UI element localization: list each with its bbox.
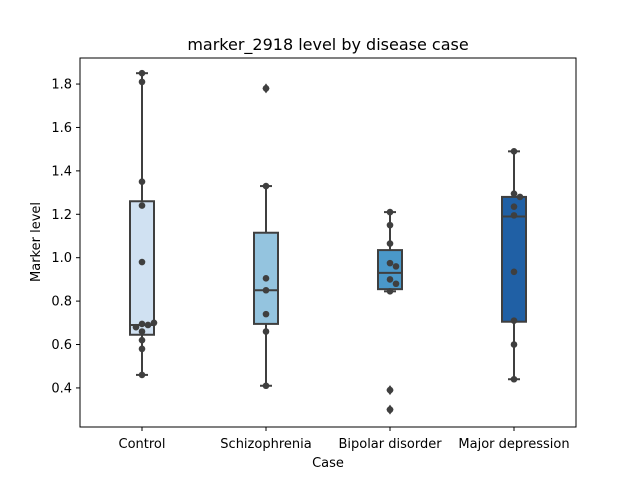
data-point — [510, 317, 518, 324]
y-axis-label: Marker level — [29, 202, 44, 282]
plot-frame — [79, 57, 577, 428]
data-point — [138, 178, 146, 186]
data-point — [392, 263, 400, 270]
points-layer — [132, 69, 524, 413]
data-point — [138, 328, 146, 335]
data-point — [262, 328, 270, 335]
y-tick-label: 1.4 — [51, 164, 72, 179]
y-tick-label: 1.6 — [51, 121, 72, 136]
y-tick-label: 1.0 — [51, 251, 72, 266]
data-point — [262, 286, 270, 294]
data-point — [138, 258, 146, 266]
data-point — [392, 280, 400, 288]
y-tick-label: 0.8 — [51, 295, 72, 310]
boxes-layer — [129, 72, 527, 415]
data-point — [262, 85, 270, 92]
y-tick-label: 0.4 — [51, 381, 72, 396]
data-point — [510, 375, 518, 383]
data-point — [510, 148, 518, 155]
data-point — [510, 212, 518, 219]
data-point — [138, 371, 146, 379]
y-tick-label: 1.2 — [51, 208, 72, 223]
data-point — [262, 310, 270, 318]
data-point — [262, 382, 270, 390]
data-point — [150, 319, 158, 327]
data-point — [386, 276, 394, 283]
data-point — [386, 221, 394, 229]
data-point — [386, 288, 394, 295]
data-point — [386, 386, 394, 394]
y-axis: 0.4 0.6 0.8 1.0 1.2 1.4 1.6 1.8 — [51, 78, 80, 396]
data-point — [510, 268, 518, 276]
data-point — [510, 341, 518, 348]
data-point — [138, 320, 146, 328]
data-point — [386, 240, 394, 247]
x-axis-label: Case — [312, 456, 344, 471]
data-point — [144, 321, 152, 329]
x-tick-label: Bipolar disorder — [338, 437, 442, 452]
data-point — [138, 202, 146, 209]
chart-title: marker_2918 level by disease case — [187, 35, 468, 55]
data-point — [138, 78, 146, 86]
data-point — [138, 336, 146, 344]
iqr-box — [129, 200, 155, 336]
box-group — [253, 83, 279, 387]
data-point — [138, 69, 146, 77]
x-axis: Control Schizophrenia Bipolar disorder Majo… — [119, 427, 570, 452]
data-point — [138, 345, 146, 353]
x-tick-label: Schizophrenia — [220, 437, 311, 452]
y-tick-label: 1.8 — [51, 78, 72, 93]
data-point — [510, 190, 518, 197]
data-point — [262, 275, 270, 282]
y-tick-label: 0.6 — [51, 338, 72, 353]
data-point — [386, 208, 394, 216]
x-tick-label: Control — [119, 437, 166, 452]
data-point — [510, 203, 518, 210]
data-point — [132, 323, 140, 331]
data-point — [386, 259, 394, 267]
data-point — [516, 193, 524, 201]
x-tick-label: Major depression — [458, 437, 569, 452]
data-point — [386, 406, 394, 413]
data-point — [262, 182, 270, 190]
